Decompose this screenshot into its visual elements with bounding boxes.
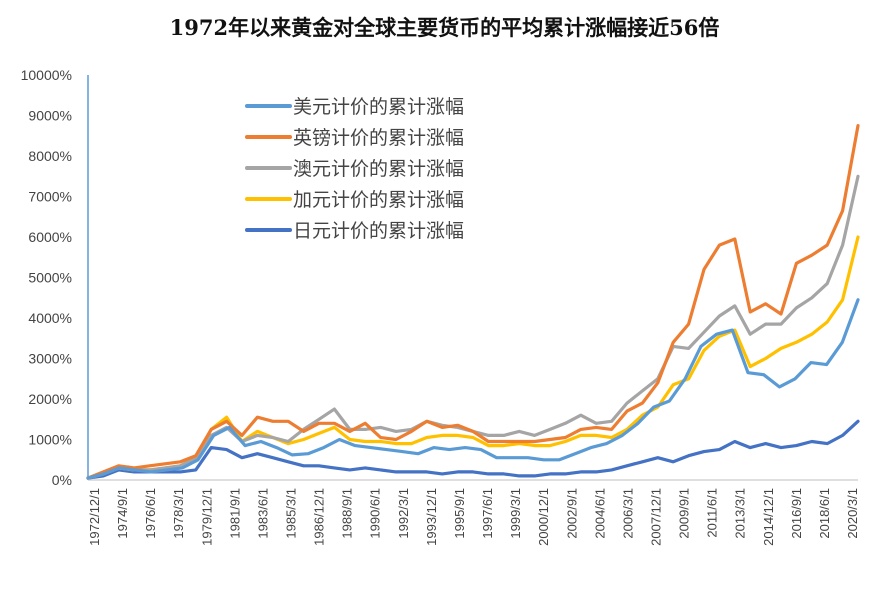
y-tick-label: 0% bbox=[52, 472, 72, 488]
y-tick-label: 1000% bbox=[28, 432, 72, 448]
x-tick-label: 1992/3/1 bbox=[396, 488, 411, 539]
x-tick-label: 1999/3/1 bbox=[508, 488, 523, 539]
x-tick-label: 2018/6/1 bbox=[817, 488, 832, 539]
legend-label: 美元计价的累计涨幅 bbox=[293, 96, 464, 118]
y-tick-label: 7000% bbox=[28, 189, 72, 205]
x-tick-label: 1976/6/1 bbox=[143, 488, 158, 539]
x-tick-label: 2007/12/1 bbox=[648, 488, 663, 546]
x-tick-label: 1974/9/1 bbox=[115, 488, 130, 539]
y-tick-label: 6000% bbox=[28, 229, 72, 245]
x-tick-label: 2020/3/1 bbox=[845, 488, 860, 539]
x-tick-label: 1993/12/1 bbox=[424, 488, 439, 546]
x-tick-label: 1988/9/1 bbox=[340, 488, 355, 539]
series-line-usd bbox=[86, 298, 860, 480]
series-line-jpy bbox=[86, 419, 860, 480]
y-tick-label: 8000% bbox=[28, 148, 72, 164]
series-lines bbox=[86, 123, 860, 480]
y-tick-label: 3000% bbox=[28, 351, 72, 367]
y-tick-label: 9000% bbox=[28, 108, 72, 124]
x-tick-label: 1983/6/1 bbox=[255, 488, 270, 539]
x-tick-label: 1995/9/1 bbox=[452, 488, 467, 539]
legend-item-gbp: 英镑计价的累计涨幅 bbox=[245, 127, 464, 149]
x-tick-label: 1985/3/1 bbox=[284, 488, 299, 539]
legend-label: 加元计价的累计涨幅 bbox=[293, 189, 464, 211]
x-tick-labels: 1972/12/1 1974/9/1 1976/6/1 1978/3/1 1979/12… bbox=[87, 488, 860, 546]
series-line-gbp bbox=[86, 123, 860, 480]
legend-item-aud: 澳元计价的累计涨幅 bbox=[245, 158, 464, 180]
x-tick-label: 1997/6/1 bbox=[480, 488, 495, 539]
chart-title: 1972年以来黄金对全球主要货币的平均累计涨幅接近56倍 bbox=[169, 15, 720, 40]
legend-item-cad: 加元计价的累计涨幅 bbox=[245, 189, 464, 211]
y-tick-label: 5000% bbox=[28, 270, 72, 286]
legend-item-jpy: 日元计价的累计涨幅 bbox=[245, 220, 464, 242]
x-tick-label: 1990/6/1 bbox=[368, 488, 383, 539]
x-tick-label: 2004/6/1 bbox=[592, 488, 607, 539]
x-tick-label: 2002/9/1 bbox=[564, 488, 579, 539]
y-tick-labels: 0% 1000% 2000% 3000% 4000% 5000% 6000% 7000% 800… bbox=[21, 67, 72, 488]
legend-label: 英镑计价的累计涨幅 bbox=[293, 127, 464, 149]
legend-item-usd: 美元计价的累计涨幅 bbox=[245, 96, 464, 118]
y-tick-label: 4000% bbox=[28, 310, 72, 326]
x-tick-label: 1972/12/1 bbox=[87, 488, 102, 546]
x-tick-label: 2009/9/1 bbox=[677, 488, 692, 539]
x-tick-label: 2006/3/1 bbox=[620, 488, 635, 539]
x-tick-label: 2000/12/1 bbox=[536, 488, 551, 546]
y-tick-label: 10000% bbox=[21, 67, 72, 83]
x-tick-label: 2014/12/1 bbox=[761, 488, 776, 546]
x-tick-label: 1979/12/1 bbox=[199, 488, 214, 546]
x-tick-label: 1981/9/1 bbox=[227, 488, 242, 539]
legend: 美元计价的累计涨幅英镑计价的累计涨幅澳元计价的累计涨幅加元计价的累计涨幅日元计价… bbox=[245, 96, 464, 242]
x-tick-label: 1986/12/1 bbox=[312, 488, 327, 546]
legend-label: 日元计价的累计涨幅 bbox=[293, 220, 464, 242]
x-tick-label: 2013/3/1 bbox=[733, 488, 748, 539]
y-tick-label: 2000% bbox=[28, 391, 72, 407]
legend-label: 澳元计价的累计涨幅 bbox=[293, 158, 464, 180]
x-tick-label: 2011/6/1 bbox=[705, 488, 720, 538]
x-tick-label: 1978/3/1 bbox=[171, 488, 186, 539]
x-tick-label: 2016/9/1 bbox=[789, 488, 804, 539]
